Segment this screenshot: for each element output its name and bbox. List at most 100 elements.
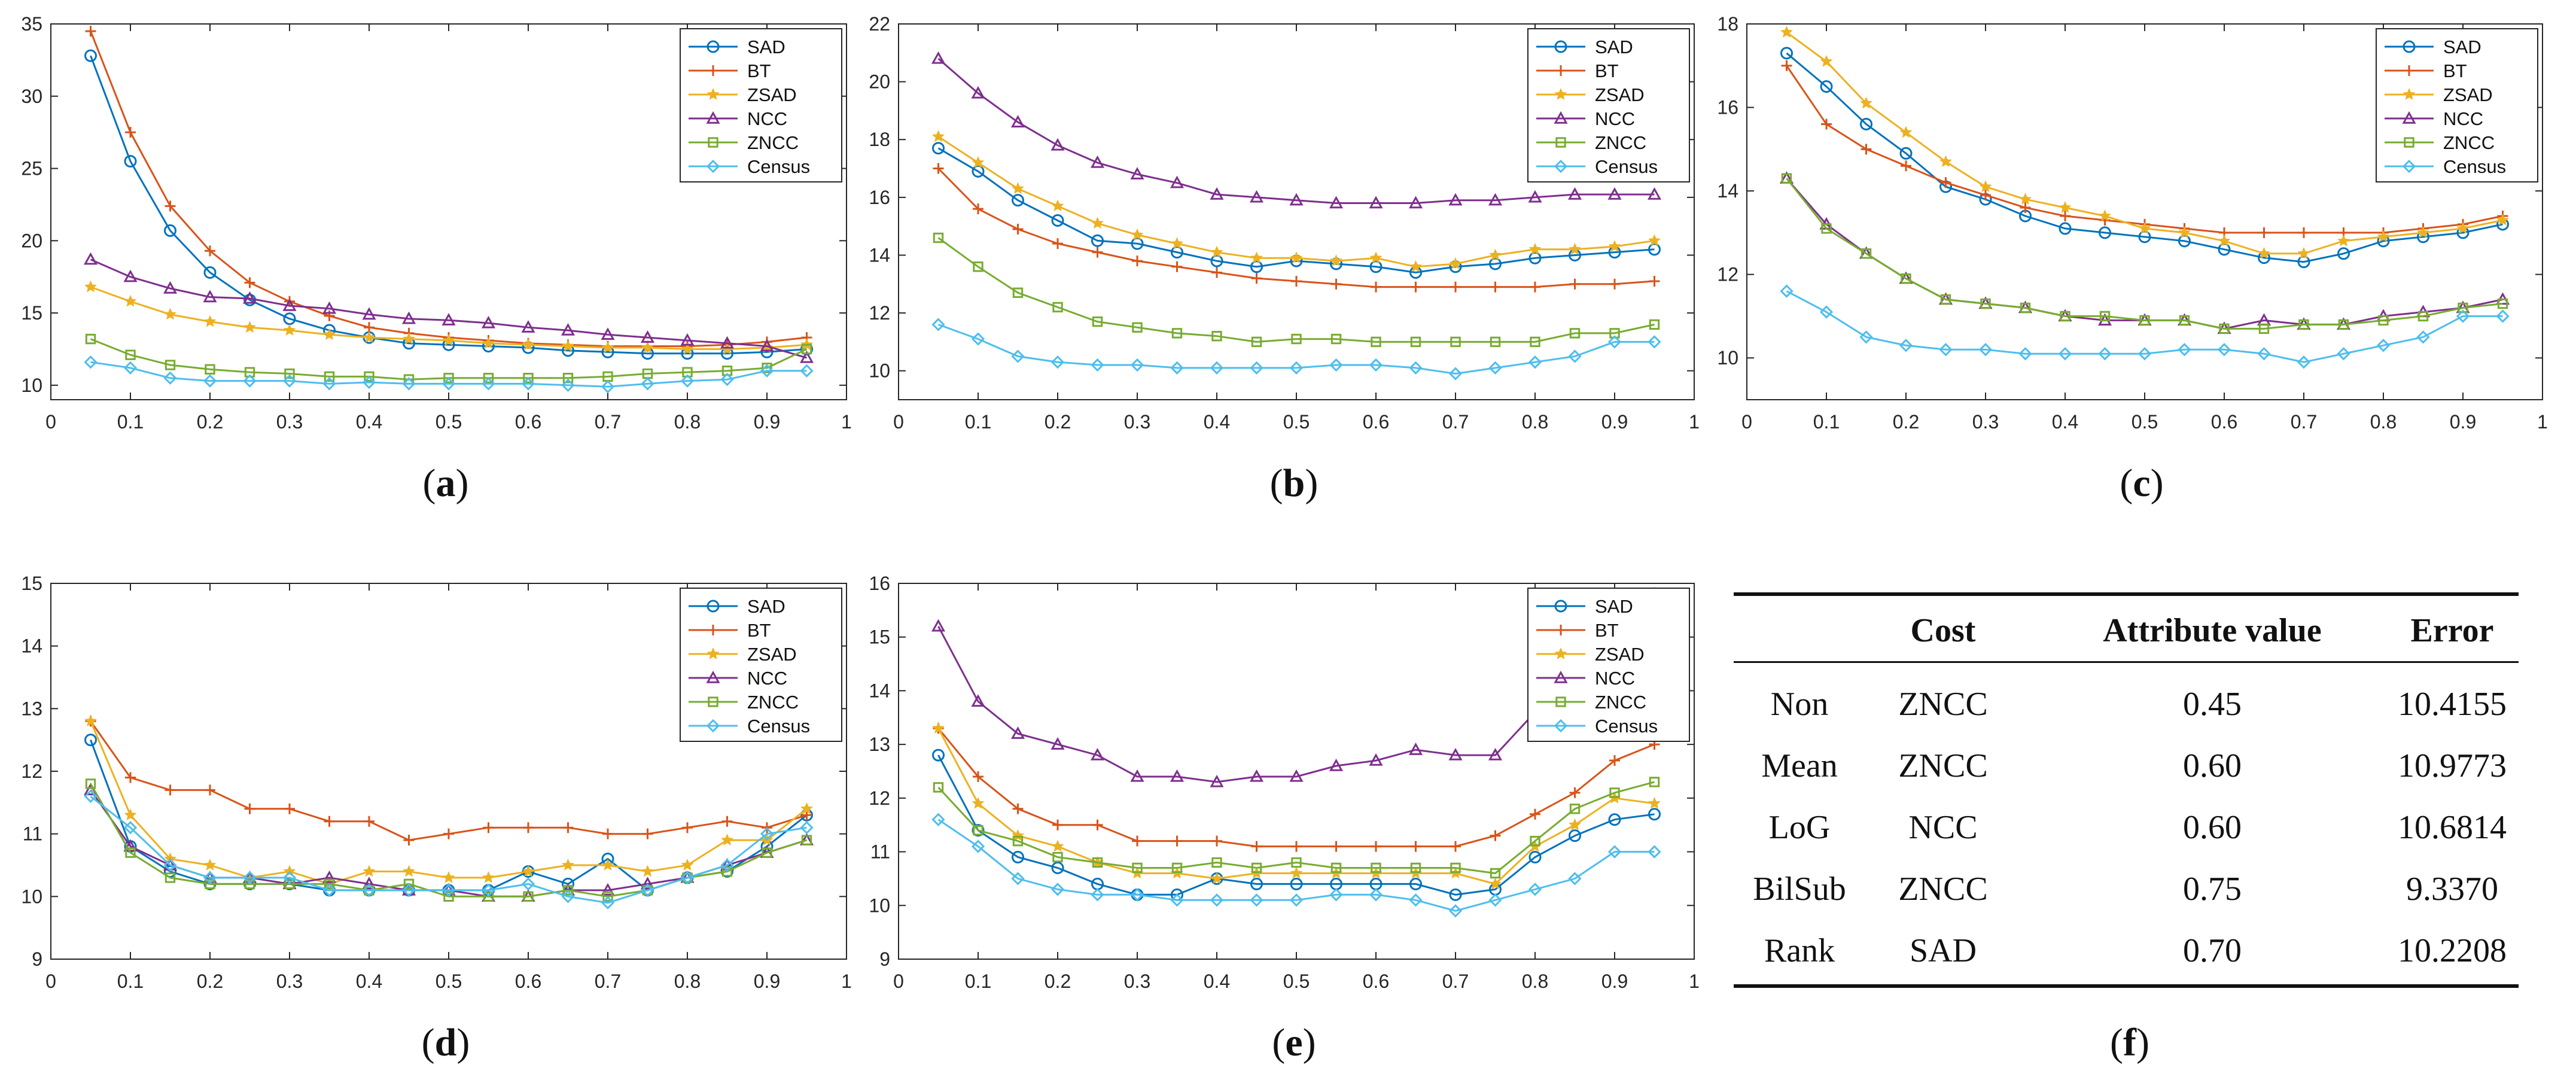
legend-label: SAD (747, 596, 785, 617)
x-tick-label: 0 (45, 971, 56, 992)
data-point (1371, 281, 1381, 293)
data-point (125, 349, 136, 360)
data-point (125, 847, 136, 858)
data-point (1489, 248, 1502, 261)
data-point (482, 871, 495, 883)
legend: SAD BT ZSAD NCC ZNCC Census (680, 28, 842, 182)
data-point (284, 878, 295, 890)
table-header-cost: Cost (1910, 612, 1976, 649)
data-point (1091, 888, 1104, 902)
x-tick-label: 0.9 (1601, 971, 1628, 992)
y-tick-label: 15 (21, 302, 42, 324)
legend-marker (708, 65, 718, 76)
data-point (1091, 234, 1104, 247)
panel-label-b: (b) (1269, 461, 1319, 505)
data-point (443, 828, 454, 839)
legend-marker (1554, 88, 1567, 100)
legend-label: ZSAD (2443, 84, 2493, 105)
legend-item-ncc: NCC (1536, 668, 1635, 689)
legend-label: ZSAD (1595, 644, 1645, 665)
data-point (1528, 851, 1542, 864)
series-bt (933, 163, 1660, 293)
data-point (1530, 835, 1540, 847)
table-cell-cost: ZNCC (1898, 686, 1988, 723)
table-cell-error: 10.2208 (2398, 932, 2507, 969)
data-point (602, 891, 613, 902)
data-point (165, 200, 176, 212)
data-point (721, 866, 733, 877)
x-tick-label: 0.7 (595, 971, 621, 992)
series-line (937, 819, 1655, 912)
data-point (2139, 315, 2150, 326)
x-tick-label: 1 (1689, 971, 1700, 992)
data-point (973, 203, 983, 215)
data-point (1647, 187, 1662, 200)
data-point (521, 320, 535, 333)
table-bottom-rule (1734, 984, 2519, 988)
series-line (937, 323, 1655, 375)
x-tick-label: 0.8 (674, 411, 701, 433)
data-point (1821, 223, 1832, 234)
data-point (932, 130, 945, 142)
legend-marker (708, 696, 718, 707)
data-point (1251, 336, 1262, 348)
legend-label: NCC (747, 668, 787, 689)
chart-d: 0 0.1 0.2 0.3 0.4 0.5 0.6 0.7 0.8 0.9 1 9 10 11 12 13 14… (21, 573, 851, 992)
data-point (1289, 193, 1304, 206)
data-point (1488, 193, 1503, 206)
data-point (1171, 246, 1183, 259)
data-point (762, 363, 772, 373)
legend-item-ncc: NCC (689, 668, 787, 689)
legend-box (1527, 588, 1690, 742)
data-point (561, 890, 575, 903)
data-point (642, 828, 653, 839)
table-cell-label: LoG (1768, 809, 1831, 846)
series-line (1786, 52, 2503, 263)
data-point (2417, 311, 2429, 322)
legend-marker (707, 647, 720, 659)
data-point (601, 883, 615, 896)
legend-label: Census (747, 156, 810, 177)
y-tick-label: 16 (1717, 97, 1738, 118)
data-point (1608, 240, 1621, 252)
data-point (364, 371, 374, 382)
series-line (1786, 290, 2503, 363)
legend-marker (1554, 40, 1567, 53)
data-point (1780, 284, 1794, 298)
x-tick-label: 0.8 (1522, 411, 1548, 433)
x-tick-label: 0.1 (117, 411, 144, 433)
data-point (2497, 298, 2508, 309)
data-point (2297, 255, 2310, 269)
chart-c: 0 0.1 0.2 0.3 0.4 0.5 0.6 0.7 0.8 0.9 1 10 12 14 16 18 S… (1717, 13, 2547, 433)
series-census (84, 355, 814, 394)
data-point (2458, 302, 2468, 314)
data-point (801, 835, 812, 845)
data-point (1607, 335, 1622, 349)
series-line (1786, 178, 2503, 330)
data-point (84, 49, 97, 62)
data-point (1530, 336, 1540, 348)
data-point (2376, 339, 2391, 352)
table-cell-attribute: 0.60 (2183, 747, 2242, 784)
data-point (2416, 330, 2430, 344)
data-point (1329, 758, 1344, 771)
data-point (1051, 355, 1065, 369)
legend-label: ZNCC (747, 132, 799, 153)
legend-marker (1554, 111, 1568, 124)
legend-label: Census (1595, 156, 1658, 177)
data-point (164, 308, 176, 320)
data-point (243, 871, 257, 885)
legend-item-zsad: ZSAD (1536, 84, 1645, 105)
data-point (1449, 257, 1462, 269)
data-point (1092, 819, 1103, 830)
data-point (1528, 883, 1542, 896)
data-point (1012, 223, 1024, 235)
data-point (483, 373, 494, 384)
data-point (1568, 349, 1582, 363)
data-point (1489, 877, 1502, 890)
legend-marker (1554, 159, 1568, 174)
data-point (1371, 862, 1381, 874)
data-point (1250, 260, 1263, 273)
data-point (1939, 155, 1952, 168)
data-point (1608, 813, 1621, 826)
